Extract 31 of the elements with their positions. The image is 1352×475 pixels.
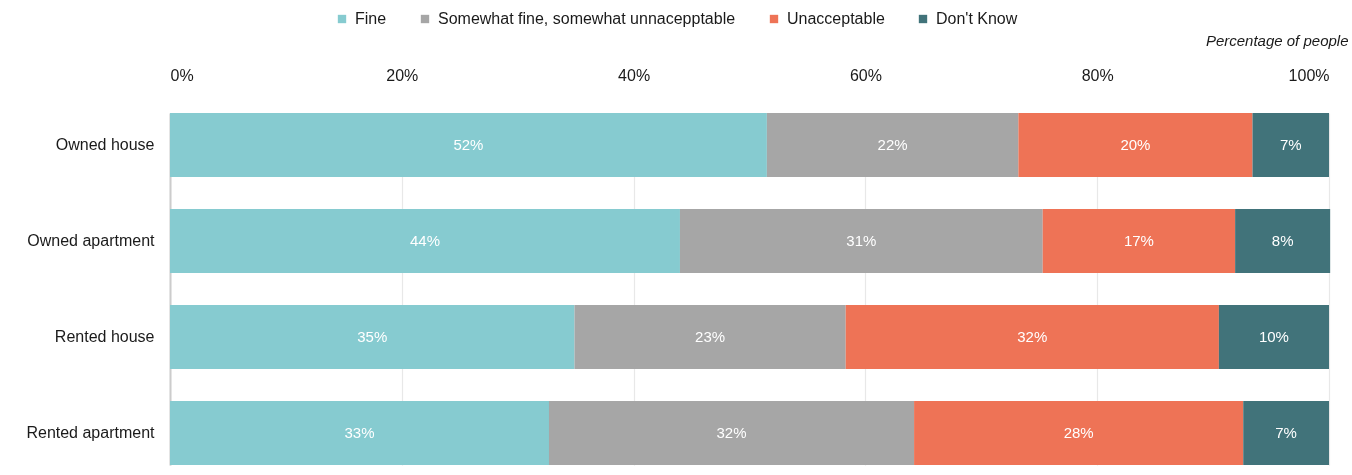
legend-label: Don't Know (936, 10, 1018, 27)
x-tick-label: 80% (1081, 66, 1114, 84)
x-tick-label: 60% (849, 66, 882, 84)
x-tick-label: 20% (386, 66, 419, 84)
data-label: 28% (1063, 424, 1094, 441)
x-tick-label: 0% (170, 66, 194, 84)
y-tick-label: Rented apartment (26, 424, 156, 441)
y-tick-label: Owned house (55, 136, 155, 153)
legend-label: Fine (355, 10, 387, 27)
legend-label: Somewhat fine, somewhat unnacepptable (438, 10, 736, 27)
data-label: 35% (357, 328, 388, 345)
data-label: 31% (846, 232, 877, 249)
data-label: 7% (1275, 424, 1297, 441)
y-tick-label: Rented house (54, 328, 155, 345)
data-label: 52% (453, 136, 484, 153)
data-label: 23% (695, 328, 726, 345)
y-tick-label: Owned apartment (27, 232, 156, 249)
data-label: 7% (1279, 136, 1302, 153)
data-label: 17% (1123, 232, 1154, 249)
x-tick-label: 100% (1288, 66, 1330, 84)
data-label: 32% (716, 424, 747, 441)
data-label: 8% (1271, 232, 1294, 249)
data-label: 10% (1258, 328, 1289, 345)
x-axis-title: Percentage of people (1205, 31, 1349, 49)
data-label: 44% (409, 232, 440, 249)
x-tick-label: 40% (618, 66, 651, 84)
legend-label: Unacceptable (787, 10, 885, 27)
data-label: 33% (344, 424, 375, 441)
data-label: 32% (1017, 328, 1048, 345)
data-label: 22% (877, 136, 908, 153)
data-label: 20% (1120, 136, 1151, 153)
